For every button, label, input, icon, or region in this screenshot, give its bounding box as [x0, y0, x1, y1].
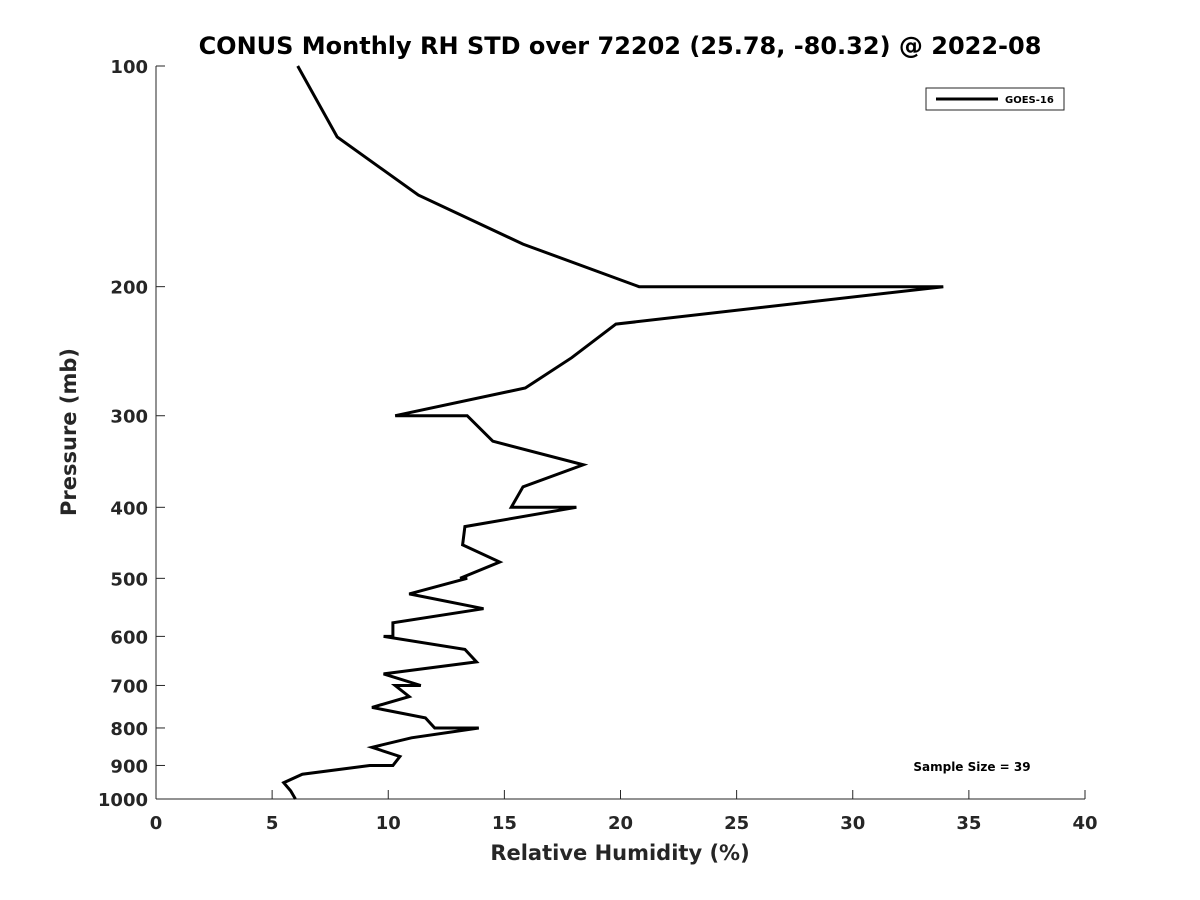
x-tick-label: 10 [376, 813, 401, 834]
x-tick-label: 5 [266, 813, 279, 834]
x-axis-label: Relative Humidity (%) [490, 841, 749, 865]
y-tick-label: 200 [110, 278, 148, 299]
y-tick-label: 500 [110, 569, 148, 590]
series-line-goes-16 [281, 65, 944, 800]
plot-area [156, 66, 1085, 799]
y-tick-label: 900 [110, 756, 148, 777]
legend: GOES-16 [925, 87, 1065, 111]
x-tick-label: 40 [1072, 813, 1097, 834]
y-ticks: 100 200 300 400 500 600 700 800 900 1000 [98, 57, 165, 811]
y-tick-label: 800 [110, 719, 148, 740]
y-tick-label: 700 [110, 676, 148, 697]
x-ticks: 0 5 10 15 20 25 30 35 40 [150, 790, 1098, 834]
x-tick-label: 20 [608, 813, 633, 834]
sample-size-annotation: Sample Size = 39 [913, 760, 1030, 774]
chart-title: CONUS Monthly RH STD over 72202 (25.78, … [199, 32, 1042, 60]
x-tick-label: 15 [492, 813, 517, 834]
x-tick-label: 0 [150, 813, 163, 834]
x-tick-label: 30 [840, 813, 865, 834]
y-axis-label: Pressure (mb) [57, 348, 81, 516]
y-tick-label: 1000 [98, 790, 148, 811]
legend-label-goes-16: GOES-16 [1005, 95, 1054, 106]
y-tick-label: 400 [110, 498, 148, 519]
y-tick-label: 600 [110, 627, 148, 648]
x-tick-label: 25 [724, 813, 749, 834]
series-layer [281, 65, 944, 800]
y-tick-label: 300 [110, 407, 148, 428]
y-tick-label: 100 [110, 57, 148, 78]
x-tick-label: 35 [956, 813, 981, 834]
